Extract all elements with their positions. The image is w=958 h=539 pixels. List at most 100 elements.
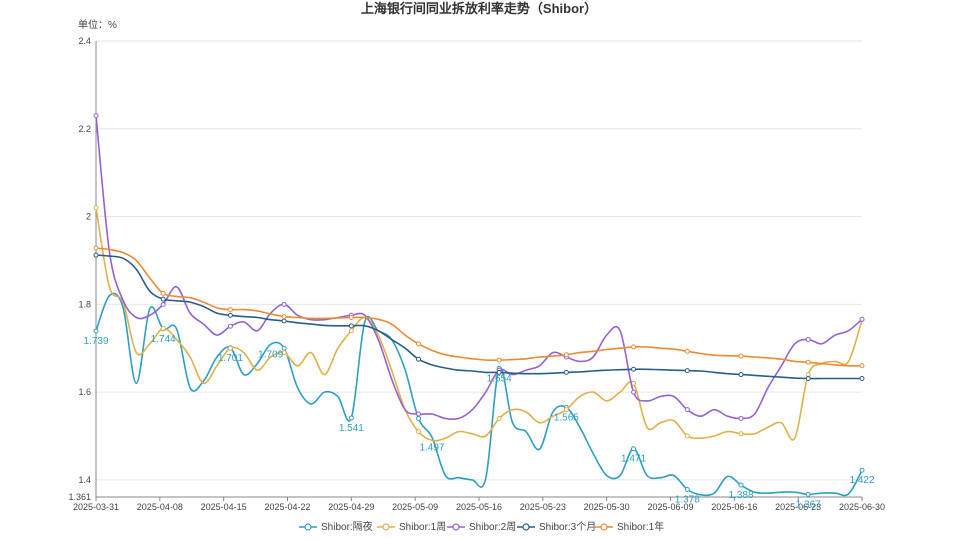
y-tick-label: 1.8	[78, 299, 91, 309]
axes: 1.361 1.4 1.6 1.8 2 2.2 2.4 2025-03-31 2025-04-0…	[68, 36, 885, 512]
x-tick-label: 2025-06-30	[839, 502, 885, 512]
data-point-w1	[805, 372, 811, 378]
data-point-y1	[160, 290, 166, 296]
data-point-y1	[684, 348, 690, 354]
data-point-m3	[93, 252, 99, 258]
data-point-m3	[416, 356, 422, 362]
legend-item-w2[interactable]: Shibor:2周	[447, 521, 516, 533]
data-point-overnight	[859, 467, 865, 473]
data-point-overnight	[805, 491, 811, 497]
data-label: 1.709	[258, 349, 283, 360]
data-point-w2	[631, 389, 637, 395]
data-label: 1.388	[729, 490, 754, 501]
data-point-overnight	[684, 487, 690, 493]
legend-marker	[600, 523, 608, 531]
data-point-w1	[160, 325, 166, 331]
data-point-m3	[805, 376, 811, 382]
data-point-y1	[348, 314, 354, 320]
data-label: 1.471	[621, 454, 646, 465]
data-point-m3	[227, 312, 233, 318]
x-tick-label: 2025-05-23	[520, 502, 566, 512]
data-label: 1.422	[849, 475, 874, 486]
data-label: 1.654	[487, 373, 512, 384]
legend-marker	[382, 523, 390, 531]
legend-item-w1[interactable]: Shibor:1周	[377, 521, 446, 533]
data-point-y1	[805, 359, 811, 365]
legend-label: Shibor:1年	[617, 520, 664, 533]
data-point-m3	[348, 323, 354, 329]
y-tick-label: 1.6	[78, 387, 91, 397]
data-point-overnight	[631, 446, 637, 452]
data-point-w1	[684, 433, 690, 439]
data-label: 1.541	[339, 423, 364, 434]
legend-item-overnight[interactable]: Shibor:隔夜	[299, 520, 373, 533]
data-label: 1.701	[218, 353, 243, 364]
data-label: 1.565	[554, 412, 579, 423]
data-point-overnight	[416, 415, 422, 421]
x-tick-label: 2025-06-16	[711, 502, 757, 512]
data-labels: 1.739 1.744 1.701 1.709 1.541 1.497 1.654 1.565…	[83, 334, 874, 510]
x-tick-label: 2025-03-31	[73, 502, 119, 512]
data-point-w1	[738, 431, 744, 437]
data-point-w2	[281, 301, 287, 307]
data-point-m3	[738, 372, 744, 378]
data-point-w2	[160, 301, 166, 307]
data-point-y1	[738, 353, 744, 359]
data-point-y1	[563, 352, 569, 358]
data-point-m3	[631, 366, 637, 372]
data-point-overnight	[93, 328, 99, 334]
y-tick-label: 2.2	[78, 124, 91, 134]
data-point-y1	[859, 363, 865, 369]
x-tick-label: 2025-06-09	[647, 502, 693, 512]
x-tick-label: 2025-04-29	[328, 502, 374, 512]
data-point-y1	[416, 341, 422, 347]
data-point-w1	[93, 205, 99, 211]
data-point-y1	[496, 357, 502, 363]
series-line-m3	[95, 254, 862, 380]
x-tick-label: 2025-06-23	[775, 502, 821, 512]
legend-marker	[522, 523, 530, 531]
data-point-m3	[281, 318, 287, 324]
legend[interactable]: Shibor:隔夜 Shibor:1周 Shibor:2周 Shibor:3个月 Shi…	[299, 520, 664, 533]
data-point-w1	[416, 429, 422, 435]
x-tick-label: 2025-04-22	[264, 502, 310, 512]
legend-item-y1[interactable]: Shibor:1年	[595, 520, 664, 533]
legend-marker	[304, 523, 312, 531]
y-tick-label: 2.4	[78, 36, 91, 46]
legend-label: Shibor:隔夜	[321, 520, 373, 533]
data-point-m3	[684, 368, 690, 374]
legend-label: Shibor:3个月	[539, 521, 596, 533]
x-tick-label: 2025-05-30	[584, 502, 630, 512]
data-point-w2	[805, 336, 811, 342]
gridlines	[96, 40, 862, 498]
data-point-m3	[563, 369, 569, 375]
unit-label: 单位：%	[78, 18, 117, 31]
y-tick-label: 2	[86, 212, 91, 222]
x-tick-label: 2025-05-09	[392, 502, 438, 512]
data-label: 1.367	[796, 499, 821, 510]
legend-label: Shibor:2周	[469, 521, 516, 533]
data-point-y1	[93, 245, 99, 251]
legend-marker	[452, 523, 460, 531]
data-point-w1	[227, 345, 233, 351]
x-tick-label: 2025-05-16	[456, 502, 502, 512]
data-label: 1.497	[419, 442, 444, 453]
chart-title: 上海银行间同业拆放利率走势（Shibor）	[361, 1, 597, 16]
data-point-w1	[281, 350, 287, 356]
legend-label: Shibor:1周	[399, 521, 446, 533]
data-point-w2	[416, 411, 422, 417]
data-point-m3	[160, 296, 166, 302]
legend-item-m3[interactable]: Shibor:3个月	[517, 521, 596, 533]
data-point-m3	[496, 369, 502, 375]
data-point-w1	[348, 328, 354, 334]
data-point-w2	[93, 113, 99, 119]
data-point-w1	[563, 407, 569, 413]
x-tick-label: 2025-04-15	[201, 502, 247, 512]
data-label: 1.378	[675, 495, 700, 506]
data-label: 1.744	[151, 334, 176, 345]
data-point-w2	[859, 316, 865, 322]
data-point-w2	[684, 407, 690, 413]
series-line-y1	[95, 247, 863, 367]
data-point-m3	[859, 376, 865, 382]
